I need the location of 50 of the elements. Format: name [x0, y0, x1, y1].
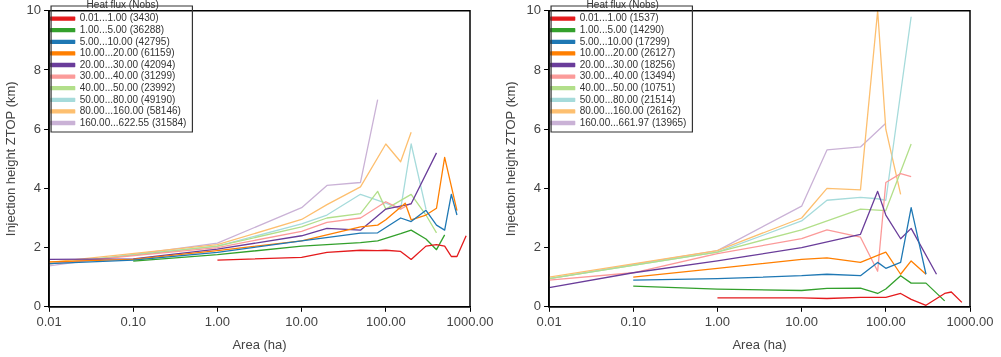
x-tick-label: 0.01	[536, 314, 562, 330]
y-tick-label: 6	[33, 120, 42, 136]
legend-label: 40.00...50.00 (10751)	[579, 81, 676, 93]
x-tick-label: 1000.00	[446, 314, 494, 330]
x-tick-label: 1.00	[704, 314, 731, 330]
legend-label: 30.00...40.00 (31299)	[79, 70, 176, 82]
x-tick-label: 10.00	[785, 314, 818, 330]
x-tick-label: 0.10	[620, 314, 646, 330]
x-tick-label: 0.10	[120, 314, 146, 330]
x-tick-label: 10.00	[285, 314, 318, 330]
y-tick-label: 0	[533, 298, 542, 314]
y-tick-label: 4	[533, 179, 542, 195]
x-tick-label: 100.00	[365, 314, 406, 330]
x-axis-title: Area (ha)	[732, 336, 787, 352]
y-tick-label: 10	[26, 2, 42, 18]
legend-label: 50.00...80.00 (21514)	[579, 93, 676, 105]
legend-label: 0.01...1.00 (3430)	[79, 12, 159, 24]
y-axis-title: Injection height ZTOP (km)	[503, 81, 519, 237]
y-tick-label: 0	[33, 298, 42, 314]
legend-label: 5.00...10.00 (42795)	[79, 35, 170, 47]
legend-label: 80.00...160.00 (58146)	[79, 105, 181, 117]
legend-label: 160.00...622.55 (31584)	[79, 116, 187, 128]
legend-label: 1.00...5.00 (36288)	[79, 23, 165, 35]
y-tick-label: 2	[33, 239, 42, 255]
legend-label: 10.00...20.00 (61159)	[79, 47, 175, 59]
x-tick-label: 1.00	[204, 314, 231, 330]
legend-title: Heat flux (Nobs)	[86, 0, 159, 10]
legend-label: 160.00...661.97 (13965)	[579, 116, 687, 128]
y-axis-title: Injection height ZTOP (km)	[3, 81, 19, 237]
y-tick-label: 6	[533, 120, 542, 136]
x-tick-label: 0.01	[36, 314, 62, 330]
legend-label: 20.00...30.00 (18256)	[579, 58, 676, 70]
legend-label: 1.00...5.00 (14290)	[579, 23, 665, 35]
y-tick-label: 2	[533, 239, 542, 255]
y-tick-label: 4	[33, 179, 42, 195]
y-tick-label: 10	[526, 2, 542, 18]
x-axis-title: Area (ha)	[232, 336, 287, 352]
legend-title: Heat flux (Nobs)	[586, 0, 659, 10]
legend-label: 40.00...50.00 (23992)	[79, 81, 176, 93]
y-tick-label: 8	[33, 61, 42, 77]
legend-label: 20.00...30.00 (42094)	[79, 58, 176, 70]
x-tick-label: 100.00	[865, 314, 906, 330]
legend-label: 50.00...80.00 (49190)	[79, 93, 176, 105]
x-tick-label: 1000.00	[946, 314, 994, 330]
legend-label: 30.00...40.00 (13494)	[579, 70, 676, 82]
legend-label: 5.00...10.00 (17299)	[579, 35, 670, 47]
legend-label: 10.00...20.00 (26127)	[579, 47, 676, 59]
legend-label: 80.00...160.00 (26162)	[579, 105, 681, 117]
legend-label: 0.01...1.00 (1537)	[579, 12, 659, 24]
y-tick-label: 8	[533, 61, 542, 77]
